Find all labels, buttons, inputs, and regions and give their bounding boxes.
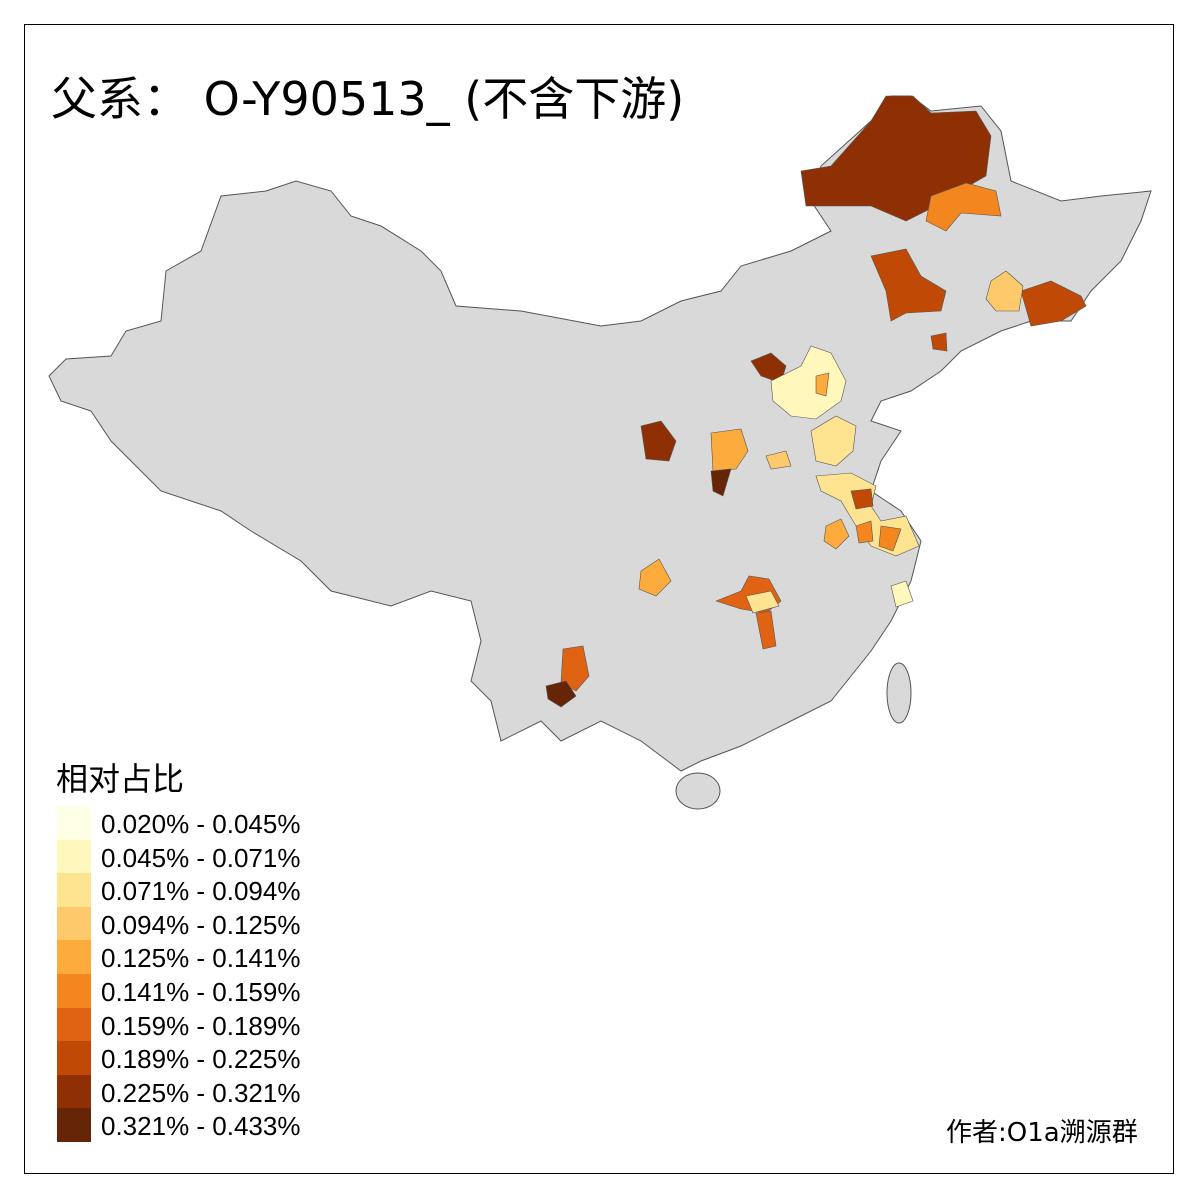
region [710,428,749,472]
legend-item: 0.321% - 0.433% [57,1108,357,1143]
region [638,558,672,597]
legend-item: 0.094% - 0.125% [57,906,357,941]
region [545,680,577,708]
region [823,518,850,550]
region [850,488,874,510]
region [1020,280,1087,327]
region [770,345,847,420]
region [745,590,780,614]
region [560,645,590,692]
region [755,610,777,650]
legend-item: 0.045% - 0.071% [57,839,357,874]
map-frame: 父系： O-Y90513_ (不含下游) [24,24,1174,1174]
legend-swatch [57,1007,91,1042]
region [710,468,732,497]
region [925,182,1002,232]
legend-swatch [57,906,91,941]
legend-label: 0.094% - 0.125% [101,909,301,940]
region [815,372,830,397]
legend-title: 相对占比 [56,760,185,798]
legend-item: 0.020% - 0.045% [57,806,357,840]
region [890,580,914,608]
legend-item: 0.189% - 0.225% [57,1041,357,1076]
region [640,420,677,462]
legend-label: 0.125% - 0.141% [101,943,301,974]
region [765,450,792,470]
legend-swatch [57,839,91,874]
region [930,332,948,352]
region [985,270,1024,312]
legend-swatch [57,974,91,1008]
legend-swatch [57,873,91,908]
region [878,525,902,552]
legend-swatch [57,1108,91,1143]
taiwan [886,662,912,724]
legend-swatch [57,1041,91,1076]
legend-label: 0.225% - 0.321% [101,1077,301,1108]
china-map [48,95,1152,810]
legend-item: 0.159% - 0.189% [57,1007,357,1042]
region-heilongjiang [800,95,992,222]
legend-item: 0.141% - 0.159% [57,974,357,1008]
legend-label: 0.189% - 0.225% [101,1044,301,1075]
legend-label: 0.321% - 0.433% [101,1111,301,1142]
hainan [675,772,721,810]
legend-swatch [57,806,91,840]
legend-item: 0.071% - 0.094% [57,873,357,908]
legend-label: 0.141% - 0.159% [101,977,301,1007]
legend-label: 0.020% - 0.045% [101,809,301,839]
regions [545,95,1087,708]
legend-item: 0.225% - 0.321% [57,1074,357,1109]
legend-swatch [57,940,91,975]
author-credit: 作者:O1a溯源群 [946,1118,1138,1148]
region [810,415,857,467]
legend-label: 0.071% - 0.094% [101,876,301,907]
region [870,248,947,322]
region [855,520,874,544]
legend-label: 0.159% - 0.189% [101,1010,301,1041]
legend-swatch [57,1074,91,1109]
legend-item: 0.125% - 0.141% [57,940,357,975]
map-title: 父系： O-Y90513_ (不含下游) [51,72,685,126]
legend-label: 0.045% - 0.071% [101,842,301,873]
